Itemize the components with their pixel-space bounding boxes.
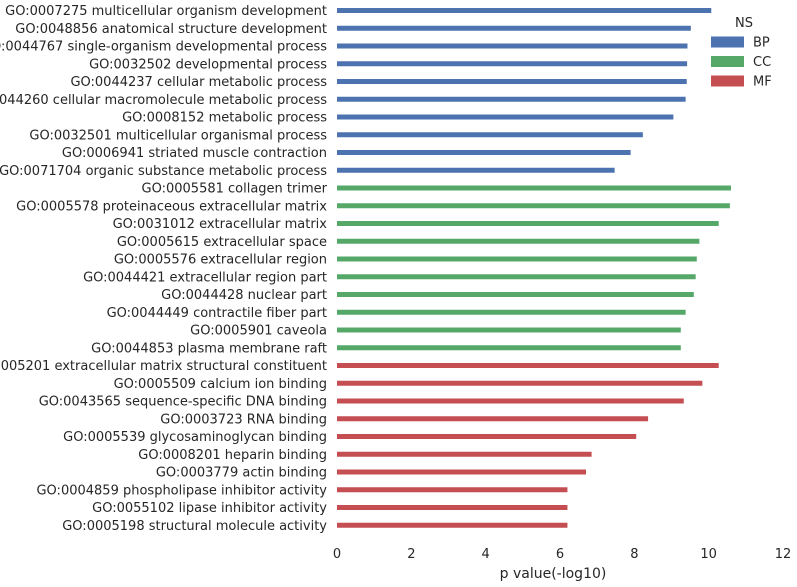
bar-23	[337, 416, 649, 422]
category-label-4: GO:0044237 cellular metabolic process	[70, 75, 327, 90]
bar-2	[337, 43, 688, 49]
category-label-17: GO:0044449 contractile fiber part	[107, 306, 327, 321]
category-label-23: GO:0003723 RNA binding	[160, 412, 327, 427]
category-label-29: GO:0005198 structural molecule activity	[62, 519, 327, 534]
bar-28	[337, 505, 568, 510]
bars-group	[337, 8, 731, 528]
category-label-7: GO:0032501 multicellular organismal proc…	[29, 128, 327, 143]
legend-swatch-cc	[711, 56, 744, 67]
bar-9	[337, 167, 615, 173]
bar-29	[337, 522, 568, 528]
bar-21	[337, 380, 703, 386]
bar-14	[337, 256, 697, 262]
bar-5	[337, 96, 686, 102]
bar-26	[337, 469, 587, 475]
legend-label-mf: MF	[753, 75, 772, 90]
legend-title: NS	[735, 16, 753, 31]
bar-25	[337, 451, 592, 457]
x-tick-label-5: 10	[700, 547, 717, 562]
category-label-5: GO:0044260 cellular macromolecule metabo…	[0, 93, 327, 108]
category-label-27: GO:0004859 phospholipase inhibitor activ…	[36, 483, 327, 498]
legend: NS BP CC MF	[711, 16, 772, 90]
bar-27	[337, 487, 568, 493]
category-label-22: GO:0043565 sequence-specific DNA binding	[39, 395, 327, 410]
category-label-2: GO:0044767 single-organism developmental…	[0, 40, 327, 55]
x-tick-label-4: 8	[630, 547, 638, 562]
legend-swatch-mf	[711, 75, 744, 87]
legend-swatch-bp	[711, 36, 744, 48]
bar-11	[337, 203, 730, 209]
x-axis-title: p value(-log10)	[500, 566, 607, 582]
category-label-8: GO:0006941 striated muscle contraction	[62, 146, 327, 161]
category-label-21: GO:0005509 calcium ion binding	[114, 377, 327, 392]
bar-8	[337, 150, 631, 155]
category-label-20: GO:0005201 extracellular matrix structur…	[0, 359, 327, 374]
bar-22	[337, 398, 684, 404]
category-label-1: GO:0048856 anatomical structure developm…	[15, 22, 327, 37]
bar-13	[337, 238, 700, 244]
category-label-3: GO:0032502 developmental process	[89, 57, 327, 72]
legend-label-cc: CC	[753, 55, 771, 70]
category-label-6: GO:0008152 metabolic process	[122, 111, 327, 126]
bar-17	[337, 309, 686, 315]
bar-24	[337, 434, 637, 439]
category-label-16: GO:0044428 nuclear part	[161, 288, 327, 303]
bar-16	[337, 292, 694, 297]
bar-20	[337, 363, 719, 368]
legend-label-bp: BP	[753, 36, 770, 51]
category-label-24: GO:0005539 glycosaminoglycan binding	[63, 430, 327, 445]
x-axis-ticks-group: 0 2 4 6 8 10 12	[333, 547, 791, 562]
category-label-14: GO:0005576 extracellular region	[114, 253, 327, 268]
bar-19	[337, 345, 681, 351]
bar-3	[337, 61, 688, 67]
category-label-15: GO:0044421 extracellular region part	[83, 270, 327, 285]
bar-4	[337, 79, 687, 84]
bar-15	[337, 274, 696, 280]
bar-10	[337, 185, 731, 191]
x-tick-label-3: 6	[556, 547, 564, 562]
x-tick-label-2: 4	[482, 547, 490, 562]
category-label-10: GO:0005581 collagen trimer	[142, 182, 328, 197]
x-tick-label-1: 2	[407, 547, 415, 562]
category-label-25: GO:0008201 heparin binding	[138, 448, 327, 463]
category-label-26: GO:0003779 actin binding	[156, 466, 327, 481]
category-labels-group: GO:0007275 multicellular organism develo…	[0, 4, 328, 534]
category-label-9: GO:0071704 organic substance metabolic p…	[0, 164, 327, 179]
category-label-19: GO:0044853 plasma membrane raft	[91, 341, 327, 356]
bar-1	[337, 25, 691, 31]
category-label-28: GO:0055102 lipase inhibitor activity	[92, 501, 327, 516]
category-label-12: GO:0031012 extracellular matrix	[113, 217, 328, 232]
x-tick-label-0: 0	[333, 547, 341, 562]
category-label-18: GO:0005901 caveola	[190, 324, 327, 339]
category-label-0: GO:0007275 multicellular organism develo…	[5, 4, 327, 19]
bar-12	[337, 221, 719, 226]
bar-6	[337, 114, 674, 120]
bar-18	[337, 327, 681, 333]
bar-0	[337, 8, 712, 13]
category-label-11: GO:0005578 proteinaceous extracellular m…	[16, 199, 327, 214]
x-tick-label-6: 12	[775, 547, 792, 562]
bar-7	[337, 132, 643, 138]
category-label-13: GO:0005615 extracellular space	[117, 235, 327, 250]
